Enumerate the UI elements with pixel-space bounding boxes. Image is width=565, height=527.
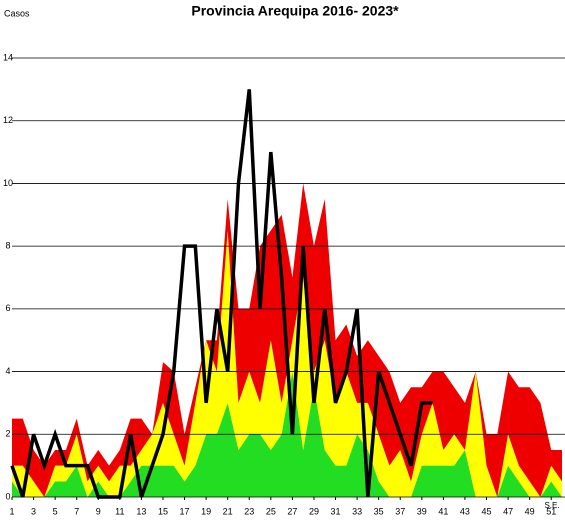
x-tick-label: 15 — [158, 506, 168, 516]
y-tick-label: 8 — [5, 241, 10, 251]
x-tick-label: 41 — [438, 506, 448, 516]
x-tick-label: 45 — [482, 506, 492, 516]
x-tick-label: 29 — [309, 506, 319, 516]
x-tick-label: 9 — [96, 506, 101, 516]
x-tick-label: 51 — [546, 506, 556, 516]
x-axis-label: S.E. — [544, 501, 559, 510]
x-tick-label: 21 — [223, 506, 233, 516]
x-tick-label: 3 — [31, 506, 36, 516]
x-tick-label: 25 — [266, 506, 276, 516]
x-tick-label: 11 — [115, 506, 124, 516]
x-tick-label: 43 — [460, 506, 470, 516]
y-tick-label: 14 — [3, 52, 13, 62]
grid — [11, 57, 565, 500]
x-tick-label: 33 — [352, 506, 362, 516]
x-tick-label: 35 — [374, 506, 384, 516]
x-tick-label: 1 — [9, 506, 14, 516]
x-tick-label: 19 — [201, 506, 211, 516]
y-tick-label: 6 — [5, 303, 10, 313]
x-tick-label: 23 — [244, 506, 254, 516]
x-tick-label: 7 — [74, 506, 79, 516]
area — [12, 230, 562, 497]
x-tick-label: 37 — [395, 506, 405, 516]
x-tick-label: 31 — [331, 506, 341, 516]
x-tick-label: 27 — [287, 506, 297, 516]
x-tick-label: 47 — [503, 506, 513, 516]
y-axis-label: Casos — [4, 8, 30, 18]
chart-title: Provincia Arequipa 2016- 2023* — [191, 3, 399, 19]
lines — [10, 89, 433, 499]
y-tick-label: 4 — [5, 366, 10, 376]
x-tick-label: 13 — [136, 506, 146, 516]
x-tick-label: 39 — [417, 506, 427, 516]
x-tick-label: 49 — [525, 506, 535, 516]
x-tick-label: 5 — [53, 506, 58, 516]
line — [10, 89, 433, 499]
y-tick-label: 12 — [3, 115, 13, 125]
y-tick-label: 2 — [5, 429, 10, 439]
y-tick-label: 0 — [5, 491, 10, 501]
x-tick-label: 17 — [180, 506, 190, 516]
y-tick-label: 10 — [3, 178, 13, 188]
